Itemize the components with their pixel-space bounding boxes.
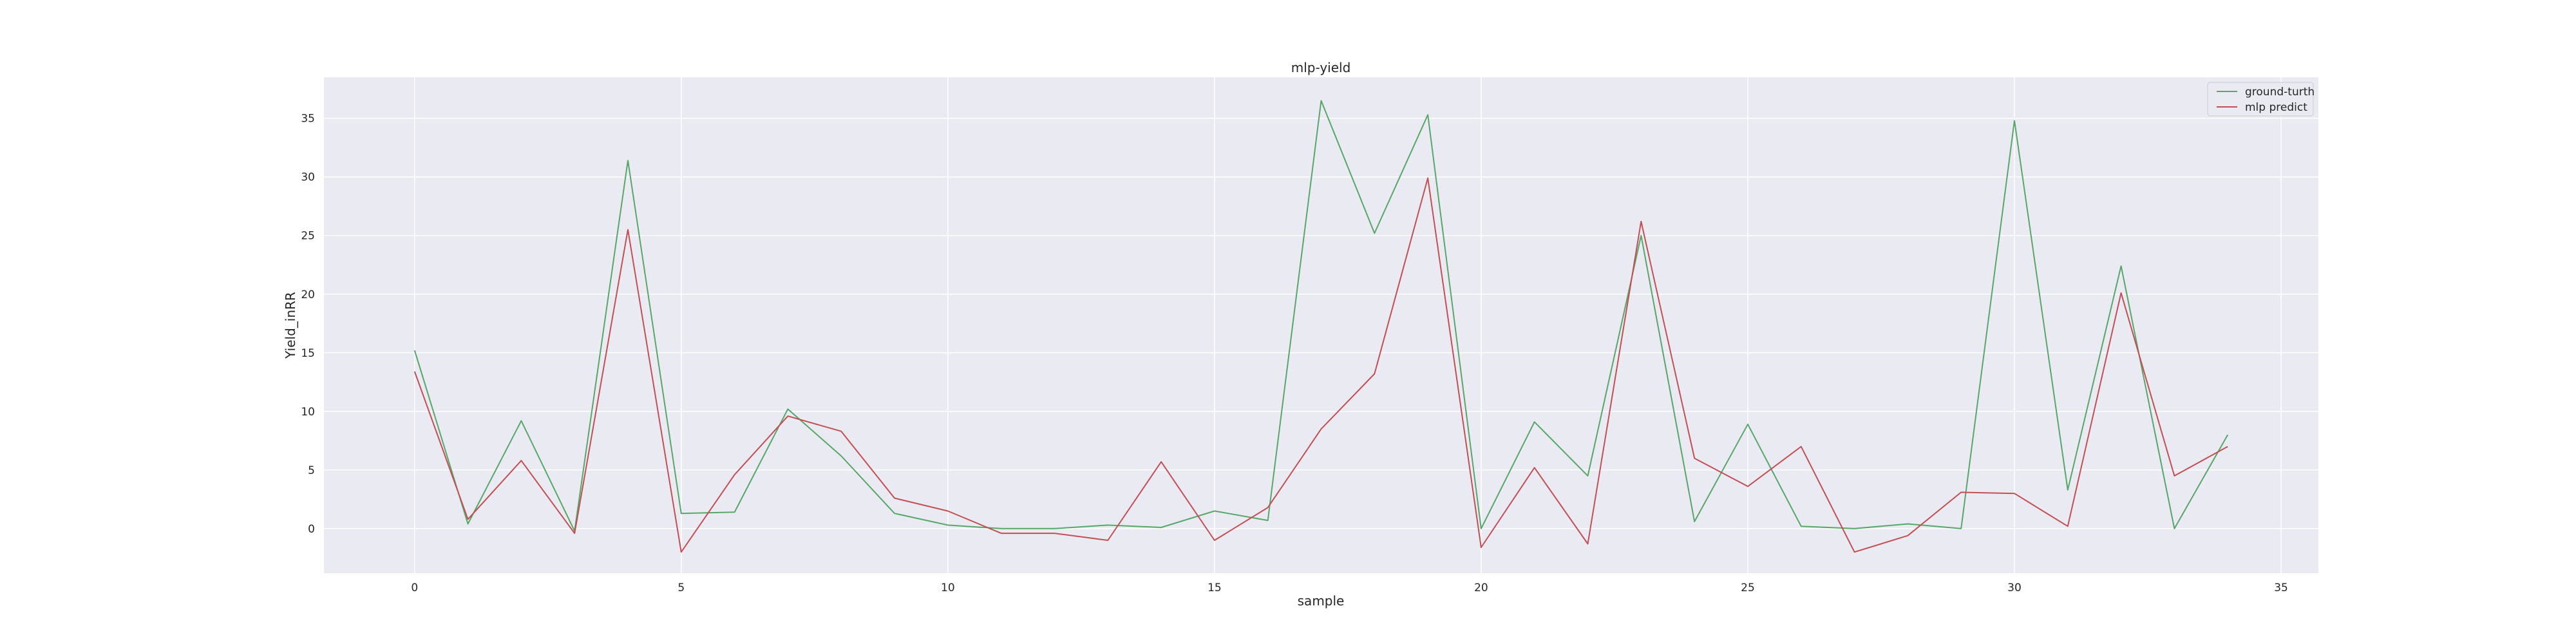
x-tick-label: 15	[1208, 582, 1222, 594]
legend-label-ground-turth: ground-turth	[2245, 86, 2315, 99]
x-tick-label: 35	[2274, 582, 2288, 594]
legend-label-mlp-predict: mlp predict	[2245, 101, 2307, 114]
y-axis-label: Yield_inRR	[283, 292, 298, 359]
tick-labels: 0 5 10 15 20 25 30 35 0 5 10 15 20 25 30 35	[301, 113, 2287, 594]
x-tick-label: 10	[941, 582, 955, 594]
series-line-mlp-predict	[413, 177, 2228, 553]
y-tick-label: 10	[301, 406, 315, 419]
chart-title: mlp-yield	[1291, 60, 1351, 75]
y-tick-label: 30	[301, 171, 315, 184]
y-tick-label: 15	[301, 347, 315, 360]
y-tick-label: 5	[308, 464, 315, 477]
y-tick-label: 20	[301, 289, 315, 301]
x-tick-label: 20	[1474, 582, 1488, 594]
grid	[324, 77, 2318, 573]
x-tick-label: 25	[1741, 582, 1755, 594]
plot-background	[324, 77, 2318, 573]
y-tick-label: 0	[308, 523, 315, 536]
series-lines	[413, 100, 2229, 553]
x-tick-label: 5	[677, 582, 685, 594]
y-tick-label: 25	[301, 230, 315, 243]
x-tick-label: 30	[2007, 582, 2022, 594]
x-axis-label: sample	[1298, 593, 1345, 609]
y-tick-label: 35	[301, 113, 315, 126]
legend: ground-turth mlp predict	[2207, 82, 2315, 117]
series-line-ground-turth	[413, 100, 2229, 532]
x-tick-label: 0	[411, 582, 418, 594]
